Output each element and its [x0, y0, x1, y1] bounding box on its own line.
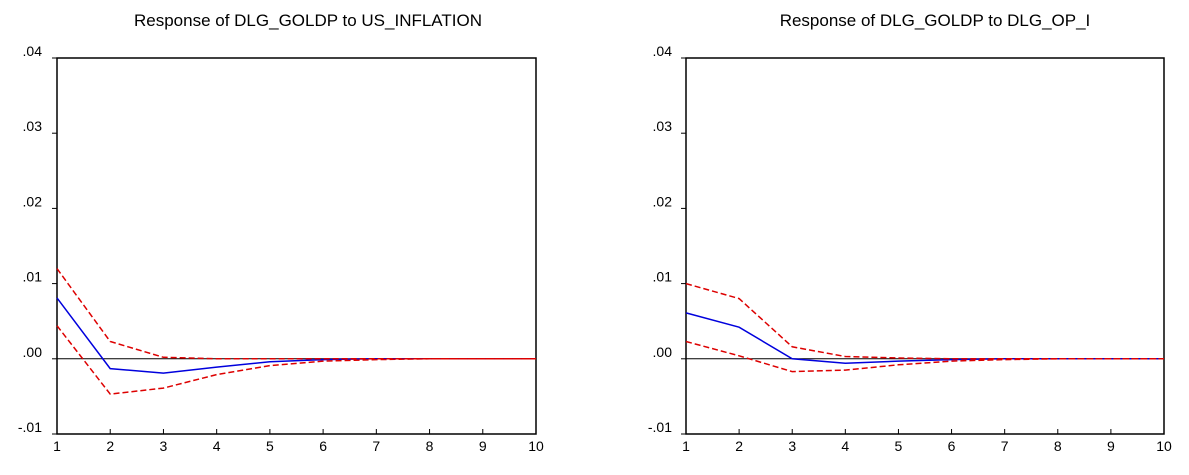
x-tick-label: 4: [213, 438, 221, 454]
x-tick-label: 1: [682, 438, 690, 454]
x-tick-label: 10: [1156, 438, 1172, 454]
y-tick-label: .02: [653, 193, 673, 209]
chart-panel-2: Response of DLG_GOLDP to DLG_OP_I -.01 .00…: [648, 11, 1172, 454]
y-tick-label: .02: [23, 193, 43, 209]
chart-panel-1: Response of DLG_GOLDP to US_INFLATION -.0…: [18, 11, 544, 454]
x-tick-label: 7: [372, 438, 380, 454]
x-tick-label: 7: [1001, 438, 1009, 454]
y-tick-label: .04: [653, 43, 673, 59]
y-tick-label: .03: [653, 118, 673, 134]
x-tick-label: 6: [948, 438, 956, 454]
y-tick-label: .01: [653, 269, 673, 285]
x-tick-label: 2: [735, 438, 743, 454]
series-line-upper: [685, 282, 1164, 360]
y-tick-label: .00: [653, 344, 673, 360]
x-tick-label: 5: [895, 438, 903, 454]
y-tick-label: .03: [23, 118, 43, 134]
x-tick-label: 5: [266, 438, 274, 454]
x-tick-label: 2: [106, 438, 114, 454]
series-line-upper: [56, 268, 536, 360]
x-tick-label: 3: [788, 438, 796, 454]
y-tick-label: -.01: [18, 419, 42, 435]
y-tick-label: .01: [23, 269, 43, 285]
chart-title: Response of DLG_GOLDP to DLG_OP_I: [780, 11, 1091, 30]
series-line-response: [56, 297, 536, 374]
x-tick-label: 3: [160, 438, 168, 454]
x-tick-label: 8: [1054, 438, 1062, 454]
y-tick-label: -.01: [648, 419, 672, 435]
x-tick-label: 8: [426, 438, 434, 454]
plot-frame: [685, 57, 1165, 435]
x-tick-label: 10: [528, 438, 544, 454]
chart-title: Response of DLG_GOLDP to US_INFLATION: [134, 11, 482, 30]
y-tick-label: .04: [23, 43, 43, 59]
y-tick-label: .00: [23, 344, 43, 360]
series-line-response: [685, 312, 1164, 365]
x-tick-label: 6: [319, 438, 327, 454]
x-tick-label: 9: [479, 438, 487, 454]
x-tick-label: 9: [1107, 438, 1115, 454]
series-line-lower: [56, 325, 536, 395]
series-line-lower: [685, 340, 1164, 373]
plot-frame: [56, 57, 537, 435]
x-tick-label: 4: [841, 438, 849, 454]
x-tick-label: 1: [53, 438, 61, 454]
